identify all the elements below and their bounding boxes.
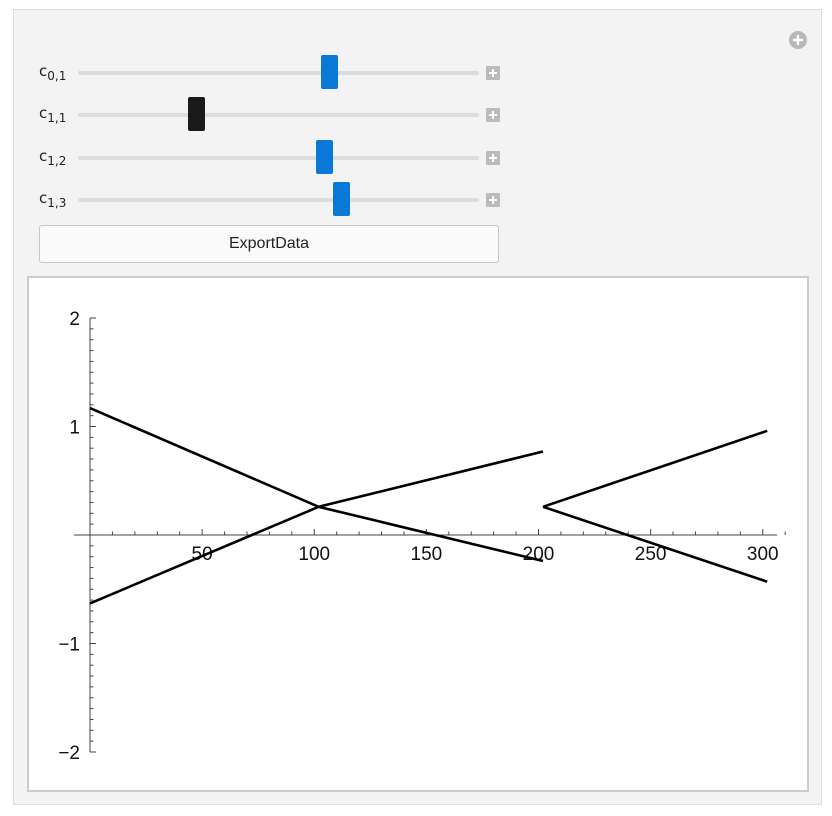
slider-thumb[interactable]	[315, 140, 333, 174]
expand-slider-icon[interactable]	[486, 108, 500, 122]
slider-label: c1,2	[39, 147, 66, 168]
y-tick-label: 1	[69, 418, 80, 439]
slider-label-base: c	[39, 62, 48, 80]
x-tick-label: 300	[747, 544, 779, 565]
slider-track[interactable]	[78, 113, 479, 117]
series-line-4	[542, 505, 768, 583]
series-line-1	[89, 406, 544, 563]
slider-label-subscript: 1,2	[47, 154, 67, 168]
line-plot: 50 100 150 200 250 300 2 1 −1 −2	[58, 309, 786, 764]
x-tick-label: 100	[298, 544, 330, 565]
slider-row: c1,3	[0, 179, 520, 219]
slider-thumb[interactable]	[188, 97, 206, 131]
slider-label-subscript: 0,1	[47, 69, 67, 83]
x-tick-label: 150	[411, 544, 443, 565]
slider-track[interactable]	[78, 71, 479, 75]
slider-label-base: c	[39, 147, 48, 165]
slider-label-subscript: 1,3	[47, 196, 67, 210]
slider-label-base: c	[39, 104, 48, 122]
slider-label-subscript: 1,1	[47, 111, 67, 125]
y-tick-label: 2	[69, 309, 80, 330]
add-controls-icon[interactable]	[788, 30, 808, 50]
x-tick-label: 250	[635, 544, 667, 565]
slider-label-base: c	[39, 189, 48, 207]
expand-slider-icon[interactable]	[486, 151, 500, 165]
series-line-2	[89, 450, 544, 605]
slider-label: c0,1	[39, 62, 66, 83]
slider-track[interactable]	[78, 198, 479, 202]
slider-thumb[interactable]	[320, 55, 338, 89]
slider-track[interactable]	[78, 156, 479, 160]
slider-row: c1,1	[0, 94, 520, 134]
expand-slider-icon[interactable]	[486, 66, 500, 80]
plot-frame: 50 100 150 200 250 300 2 1 −1 −2	[27, 276, 809, 792]
x-tick-label: 50	[192, 544, 213, 565]
expand-slider-icon[interactable]	[486, 193, 500, 207]
y-tick-label: −2	[58, 743, 80, 764]
slider-label: c1,1	[39, 104, 66, 125]
slider-label: c1,3	[39, 189, 66, 210]
series-line-3	[542, 429, 768, 509]
y-tick-label: −1	[58, 635, 80, 656]
slider-row: c1,2	[0, 137, 520, 177]
export-data-button[interactable]: ExportData	[39, 225, 499, 263]
x-tick-label: 200	[523, 544, 555, 565]
slider-thumb[interactable]	[332, 182, 350, 216]
slider-row: c0,1	[0, 52, 520, 92]
